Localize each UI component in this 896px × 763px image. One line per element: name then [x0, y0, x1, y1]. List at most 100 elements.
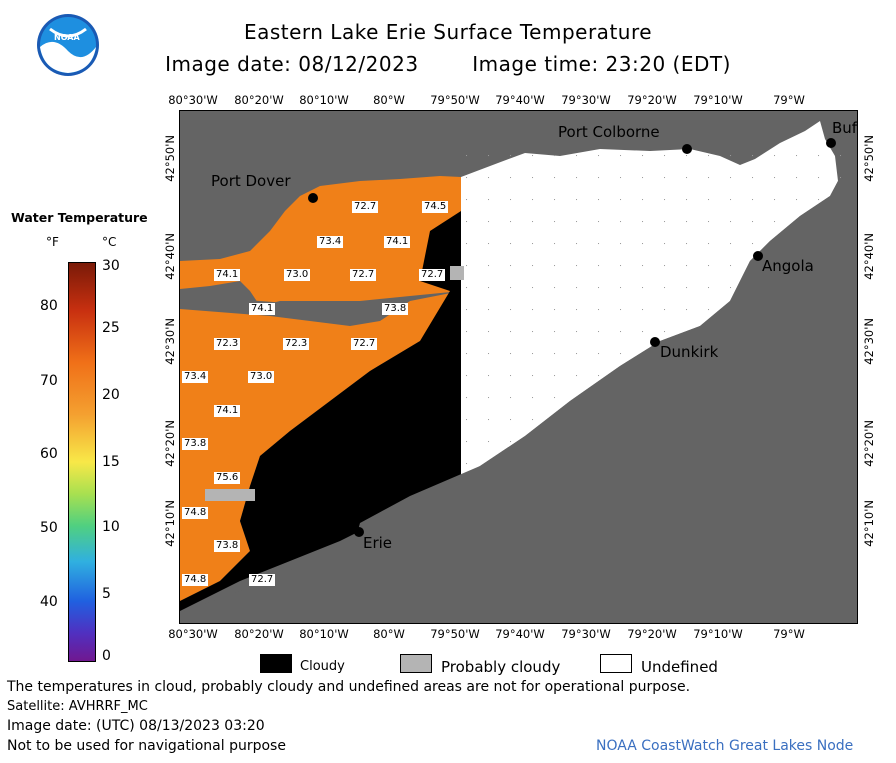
cloudy-label: Cloudy — [300, 659, 345, 674]
f-tick: 60 — [40, 446, 58, 462]
temp-label: 72.7 — [351, 338, 378, 350]
lon-label: 79°20'W — [627, 627, 677, 641]
c-tick: 30 — [102, 258, 120, 274]
city-dot — [682, 144, 692, 154]
temp-label: 72.3 — [283, 338, 310, 350]
lat-label: 42°50'N — [163, 135, 177, 182]
temp-label: 74.1 — [214, 405, 241, 417]
credit-text: NOAA CoastWatch Great Lakes Node — [596, 738, 854, 754]
lon-label: 80°30'W — [168, 627, 218, 641]
lon-label: 79°50'W — [430, 93, 480, 107]
probably-cloudy-patch — [450, 266, 464, 280]
city-dot — [308, 193, 318, 203]
probably-cloudy-label: Probably cloudy — [441, 658, 561, 676]
cloudy-swatch — [260, 654, 292, 673]
lon-label: 79°40'W — [495, 627, 545, 641]
temp-label: 74.1 — [214, 269, 241, 281]
temp-label: 74.8 — [182, 574, 209, 586]
lon-label: 80°W — [373, 93, 405, 107]
lon-label: 79°30'W — [561, 627, 611, 641]
satellite-text: Satellite: AVHRRF_MC — [7, 699, 148, 714]
lon-label: 80°10'W — [299, 627, 349, 641]
lon-label: 79°50'W — [430, 627, 480, 641]
lon-label: 80°W — [373, 627, 405, 641]
city-label: Erie — [363, 534, 393, 552]
city-label: Port Colborne — [558, 123, 660, 141]
city-dot — [826, 138, 836, 148]
temp-label: 72.7 — [352, 201, 379, 213]
map-frame: Port Dover Port Colborne Buf Angola Dunk… — [179, 110, 858, 624]
lon-label: 80°20'W — [234, 627, 284, 641]
city-markers — [308, 138, 836, 537]
lat-label: 42°20'N — [163, 420, 177, 467]
city-dot — [650, 337, 660, 347]
temp-label: 73.4 — [182, 371, 209, 383]
noaa-logo: NOAA — [36, 13, 100, 77]
lat-label: 42°10'N — [862, 500, 876, 547]
utc-date-text: Image date: (UTC) 08/13/2023 03:20 — [7, 718, 265, 734]
disclaimer-text: The temperatures in cloud, probably clou… — [7, 679, 691, 695]
south-shore-water — [180, 291, 461, 601]
lon-label: 80°20'W — [234, 93, 284, 107]
lat-label: 42°20'N — [862, 420, 876, 467]
c-tick: 25 — [102, 320, 120, 336]
temp-label: 73.4 — [317, 236, 344, 248]
city-label: Buf — [832, 119, 858, 137]
lon-label: 79°30'W — [561, 93, 611, 107]
image-time: Image time: 23:20 (EDT) — [472, 52, 731, 76]
legend-unit-f: °F — [46, 235, 59, 249]
legend-title: Water Temperature — [11, 210, 148, 225]
legend-unit-c: °C — [102, 235, 117, 249]
lat-label: 42°30'N — [163, 318, 177, 365]
lon-label: 80°30'W — [168, 93, 218, 107]
temp-label: 73.0 — [284, 269, 311, 281]
c-tick: 10 — [102, 519, 120, 535]
f-tick: 80 — [40, 298, 58, 314]
c-tick: 5 — [102, 586, 111, 602]
temp-label: 72.7 — [419, 269, 446, 281]
temp-label: 73.0 — [248, 371, 275, 383]
city-label: Port Dover — [211, 172, 291, 190]
undefined-swatch — [600, 654, 632, 673]
temp-label: 74.5 — [422, 201, 449, 213]
navigation-warning: Not to be used for navigational purpose — [7, 738, 286, 754]
temp-label: 74.1 — [249, 303, 276, 315]
city-label: Dunkirk — [660, 343, 719, 361]
lon-label: 80°10'W — [299, 93, 349, 107]
f-tick: 70 — [40, 373, 58, 389]
image-date: Image date: 08/12/2023 — [165, 52, 419, 76]
lat-label: 42°30'N — [862, 318, 876, 365]
lon-label: 79°10'W — [693, 627, 743, 641]
temp-label: 72.7 — [350, 269, 377, 281]
probably-cloudy-swatch — [400, 654, 432, 673]
f-tick: 40 — [40, 594, 58, 610]
c-tick: 20 — [102, 387, 120, 403]
lon-label: 79°20'W — [627, 93, 677, 107]
south-land — [180, 171, 857, 623]
lat-label: 42°50'N — [862, 135, 876, 182]
lat-label: 42°40'N — [163, 233, 177, 280]
temp-label: 75.6 — [214, 472, 241, 484]
page-subtitle: Image date: 08/12/2023 Image time: 23:20… — [0, 52, 896, 76]
undefined-label: Undefined — [641, 658, 718, 676]
logo-text: NOAA — [54, 33, 80, 42]
temp-label: 74.1 — [384, 236, 411, 248]
temp-label: 73.8 — [214, 540, 241, 552]
lon-label: 79°40'W — [495, 93, 545, 107]
temp-label: 72.3 — [214, 338, 241, 350]
page-title: Eastern Lake Erie Surface Temperature — [243, 20, 653, 44]
f-tick: 50 — [40, 520, 58, 536]
lon-label: 79°W — [773, 93, 805, 107]
temp-label: 74.8 — [182, 507, 209, 519]
c-tick: 15 — [102, 454, 120, 470]
lon-label: 79°W — [773, 627, 805, 641]
city-dot — [753, 251, 763, 261]
color-bar — [68, 262, 96, 662]
lat-label: 42°10'N — [163, 500, 177, 547]
city-label: Angola — [762, 257, 814, 275]
temp-label: 73.8 — [182, 438, 209, 450]
city-dot — [354, 527, 364, 537]
lat-label: 42°40'N — [862, 233, 876, 280]
c-tick: 0 — [102, 648, 111, 664]
temp-label: 72.7 — [249, 574, 276, 586]
